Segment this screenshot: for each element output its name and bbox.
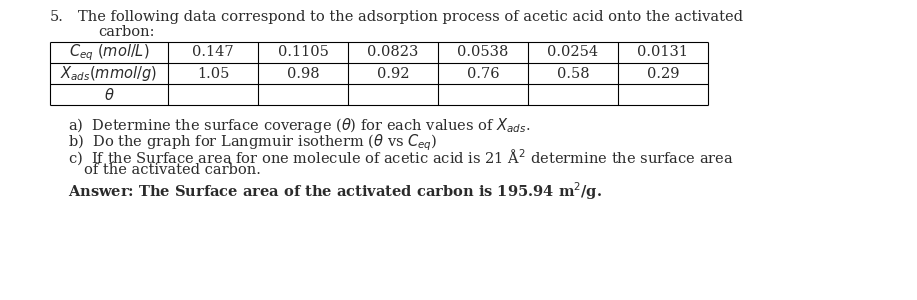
Text: of the activated carbon.: of the activated carbon. (84, 163, 260, 177)
Text: b)  Do the graph for Langmuir isotherm ($\theta$ vs $C_{eq}$): b) Do the graph for Langmuir isotherm ($… (68, 132, 437, 153)
Text: 0.0538: 0.0538 (458, 46, 509, 59)
Text: 0.98: 0.98 (287, 67, 319, 80)
Text: Answer: The Surface area of the activated carbon is 195.94 m$^{2}$/g.: Answer: The Surface area of the activate… (68, 180, 602, 202)
Text: 0.0131: 0.0131 (637, 46, 689, 59)
Text: 0.29: 0.29 (646, 67, 679, 80)
Text: $\theta$: $\theta$ (104, 86, 115, 103)
Text: carbon:: carbon: (98, 25, 154, 39)
Text: 0.0823: 0.0823 (368, 46, 419, 59)
Text: 0.1105: 0.1105 (278, 46, 328, 59)
Text: The following data correspond to the adsorption process of acetic acid onto the : The following data correspond to the ads… (78, 10, 743, 24)
Text: a)  Determine the surface coverage ($\theta$) for each values of $X_{ads}$.: a) Determine the surface coverage ($\the… (68, 116, 530, 135)
Text: 0.58: 0.58 (557, 67, 590, 80)
Text: 0.147: 0.147 (193, 46, 234, 59)
Text: c)  If the Surface area for one molecule of acetic acid is 21 Å$^{2}$ determine : c) If the Surface area for one molecule … (68, 148, 734, 168)
Text: 5.: 5. (50, 10, 64, 24)
Text: 0.0254: 0.0254 (547, 46, 599, 59)
Text: 0.92: 0.92 (377, 67, 409, 80)
Text: $\mathit{X_{ads}(mmol/g)}$: $\mathit{X_{ads}(mmol/g)}$ (61, 64, 158, 83)
Text: $\mathit{C_{eq}}$ $\mathit{(mol/L)}$: $\mathit{C_{eq}}$ $\mathit{(mol/L)}$ (69, 42, 149, 63)
Text: 1.05: 1.05 (197, 67, 229, 80)
Text: 0.76: 0.76 (467, 67, 500, 80)
